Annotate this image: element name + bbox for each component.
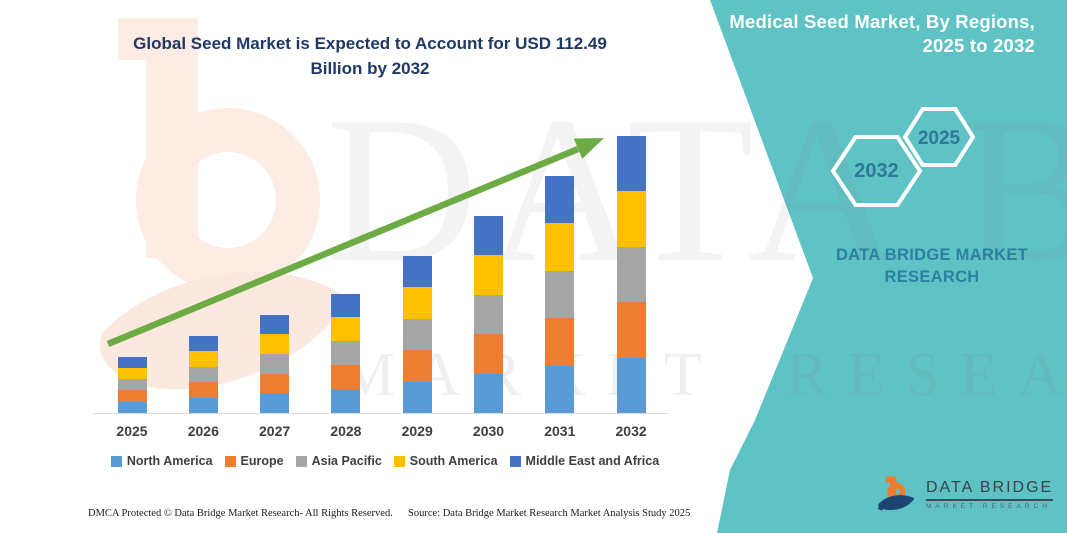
legend-swatch <box>224 455 236 467</box>
source-note: Source: Data Bridge Market Research Mark… <box>408 508 691 519</box>
bar-segment-south-america <box>402 287 432 319</box>
side-panel-heading-line2: 2025 to 2032 <box>922 35 1035 56</box>
x-tick-label-2031: 2031 <box>544 423 576 439</box>
bar-segment-middle-east-and-africa <box>616 136 646 192</box>
side-panel-heading: Medical Seed Market, By Regions, 2025 to… <box>729 10 1035 58</box>
data-bridge-logo-icon <box>877 476 915 511</box>
x-tick-label-2030: 2030 <box>472 423 505 439</box>
bar-segment-europe <box>260 373 290 394</box>
dmca-notice: DMCA Protected © Data Bridge Market Rese… <box>88 508 393 519</box>
legend-swatch <box>110 455 122 467</box>
bar-segment-north-america <box>402 381 432 413</box>
x-tick-label-2027: 2027 <box>259 423 291 439</box>
bar-segment-europe <box>117 390 147 402</box>
bar-segment-europe <box>474 334 503 374</box>
bar-segment-europe <box>188 382 218 398</box>
brand-name-line2: RESEARCH <box>884 268 980 286</box>
bar-segment-south-america <box>331 317 361 342</box>
legend-item-europe: Europe <box>224 454 284 468</box>
legend-item-middle-east-and-africa: Middle East and Africa <box>509 454 660 468</box>
bar-segment-asia-pacific <box>545 270 575 318</box>
legend-item-asia-pacific: Asia Pacific <box>295 454 382 468</box>
bar-segment-south-america <box>474 255 503 295</box>
bar-segment-south-america <box>188 351 218 367</box>
bar-segment-europe <box>402 350 432 382</box>
bar-segment-north-america <box>545 365 575 413</box>
legend-label: Asia Pacific <box>311 454 382 468</box>
side-panel-heading-line1: Medical Seed Market, By Regions, <box>729 11 1035 32</box>
chart-title-line1: Global Seed Market is Expected to Accoun… <box>133 34 607 53</box>
year-hexagons <box>830 107 976 207</box>
legend-item-north-america: North America <box>110 454 213 468</box>
hexagon-label-2025: 2025 <box>917 128 961 149</box>
legend-swatch <box>295 455 307 467</box>
chart-title-line2: Billion by 2032 <box>310 59 430 78</box>
bar-segment-asia-pacific <box>117 379 147 391</box>
stacked-bar-2025 <box>117 356 147 413</box>
logo-text-column: DATA BRIDGE MARKET RESEARCH <box>926 479 1054 510</box>
bar-segment-north-america <box>331 389 361 413</box>
bar-segment-asia-pacific <box>188 366 218 382</box>
hexagon-2025-outline <box>902 107 976 167</box>
stacked-bar-2028 <box>331 293 361 413</box>
bar-segment-europe <box>616 302 646 358</box>
bar-segment-middle-east-and-africa <box>260 314 290 335</box>
bar-segment-north-america <box>188 397 218 413</box>
x-tick-label-2026: 2026 <box>187 423 219 439</box>
bar-segment-south-america <box>117 367 147 380</box>
bar-segment-middle-east-and-africa <box>331 293 361 318</box>
bar-segment-middle-east-and-africa <box>474 216 503 256</box>
bar-segment-asia-pacific <box>331 341 361 366</box>
legend-label: South America <box>409 454 498 468</box>
side-panel-brand-name: DATA BRIDGE MARKET RESEARCH <box>832 244 1032 288</box>
chart-title: Global Seed Market is Expected to Accoun… <box>120 31 620 81</box>
bar-segment-north-america <box>117 401 147 413</box>
bar-segment-south-america <box>545 223 575 271</box>
bar-segment-europe <box>545 318 575 366</box>
bar-segment-south-america <box>616 191 646 247</box>
bar-segment-asia-pacific <box>260 353 290 374</box>
x-axis-line <box>93 413 668 414</box>
legend-item-south-america: South America <box>393 454 498 468</box>
bar-segment-asia-pacific <box>402 318 432 350</box>
brand-name-line1: DATA BRIDGE MARKET <box>835 246 1029 264</box>
stacked-bar-2027 <box>260 314 290 413</box>
bar-segment-middle-east-and-africa <box>188 335 218 351</box>
legend-swatch <box>509 455 521 467</box>
bar-segment-asia-pacific <box>616 246 646 303</box>
hexagon-2032-outline <box>830 135 923 207</box>
bar-segment-north-america <box>260 393 290 413</box>
logo-sub-text: MARKET RESEARCH <box>926 502 1051 510</box>
bar-segment-south-america <box>260 334 290 354</box>
hexagon-label-2032: 2032 <box>854 160 899 182</box>
stacked-bar-2031 <box>545 175 575 413</box>
bar-segment-europe <box>331 365 361 390</box>
stacked-bar-2026 <box>188 335 218 413</box>
stacked-bar-2032 <box>616 136 646 413</box>
x-tick-label-2028: 2028 <box>330 423 362 439</box>
stacked-bar-2030 <box>474 216 503 413</box>
bar-segment-middle-east-and-africa <box>117 356 147 368</box>
bar-segment-north-america <box>616 357 646 413</box>
legend-label: Middle East and Africa <box>525 454 660 468</box>
logo-name-text: DATA BRIDGE <box>926 479 1054 501</box>
x-tick-label-2025: 2025 <box>116 423 148 439</box>
bar-segment-asia-pacific <box>474 294 503 335</box>
chart-legend: North America Europe Asia Pacific South Ame… <box>85 454 685 468</box>
legend-swatch <box>393 455 405 467</box>
bar-segment-middle-east-and-africa <box>402 255 432 287</box>
stacked-bar-2029 <box>402 255 432 413</box>
x-tick-label-2032: 2032 <box>615 423 647 439</box>
legend-label: Europe <box>240 454 284 468</box>
footer-logo: DATA BRIDGE MARKET RESEARCH <box>876 469 1054 519</box>
legend-label: North America <box>126 454 213 468</box>
x-tick-label-2029: 2029 <box>401 423 433 439</box>
bar-segment-north-america <box>474 373 503 413</box>
bar-segment-middle-east-and-africa <box>545 175 575 223</box>
